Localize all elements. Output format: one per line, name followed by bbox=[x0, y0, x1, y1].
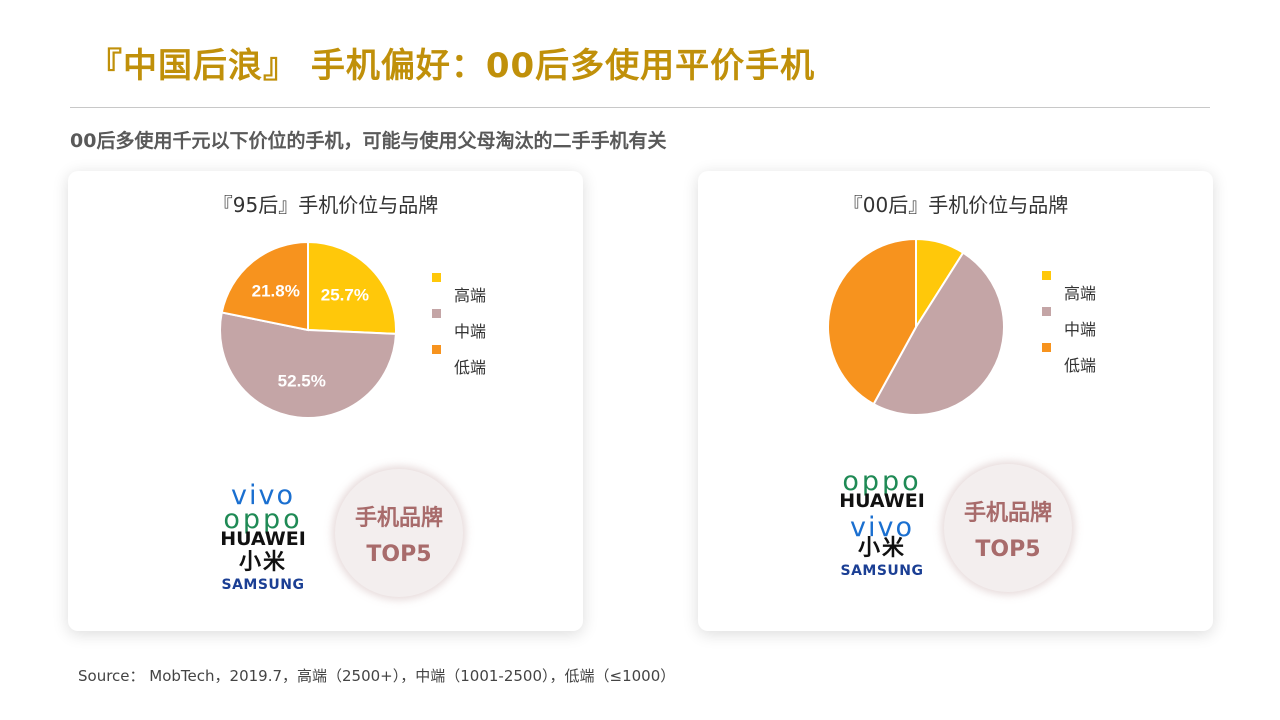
brand-logos-00: oppo HUAWEI vivo 小米 SAMSUNG bbox=[822, 468, 942, 580]
brand-top5-badge: 手机品牌 TOP5 bbox=[944, 464, 1072, 592]
legend-swatch-mid bbox=[432, 309, 441, 318]
legend-item-mid: 中端 bbox=[1042, 303, 1132, 339]
page-title: 『中国后浪』 手机偏好：00后多使用平价手机 bbox=[88, 46, 816, 86]
huawei-logo: HUAWEI bbox=[839, 490, 925, 512]
huawei-logo: HUAWEI bbox=[220, 528, 306, 550]
legend-label-low: 低端 bbox=[454, 358, 487, 377]
legend-item-low: 低端 bbox=[1042, 339, 1132, 375]
pie-95-data-label-mid: 52.5% bbox=[278, 372, 326, 391]
pie-95-slice-mid bbox=[219, 311, 397, 419]
panel-95: 『95后』手机价位与品牌 25.7% 52.5% 21.8% 高端 中端 低端 vi… bbox=[68, 171, 583, 631]
xiaomi-logo: 小米 bbox=[238, 550, 287, 575]
legend-label-high: 高端 bbox=[1064, 284, 1097, 303]
pie-95-data-label-low: 21.8% bbox=[252, 281, 300, 300]
legend-swatch-mid bbox=[1042, 307, 1051, 316]
badge-title: 手机品牌 bbox=[963, 500, 1052, 526]
badge-subtitle: TOP5 bbox=[366, 541, 432, 567]
vivo-logo: vivo bbox=[231, 480, 295, 511]
chart-title-00: 『00后』手机价位与品牌 bbox=[842, 193, 1069, 217]
legend-label-mid: 中端 bbox=[1064, 320, 1097, 339]
legend-label-low: 低端 bbox=[1064, 356, 1097, 375]
legend-swatch-high bbox=[1042, 271, 1051, 280]
legend-swatch-low bbox=[1042, 343, 1051, 352]
pie-95-slice-high bbox=[307, 240, 397, 335]
pie-00-slice-low bbox=[827, 237, 917, 406]
pie-chart-00 bbox=[827, 237, 1005, 416]
vivo-logo: vivo bbox=[850, 512, 914, 543]
xiaomi-logo: 小米 bbox=[857, 536, 906, 561]
pie-95-data-label-high: 25.7% bbox=[321, 286, 369, 305]
title-divider bbox=[70, 107, 1210, 108]
legend-item-mid: 中端 bbox=[432, 305, 522, 341]
legend-00: 高端 中端 低端 bbox=[1042, 267, 1132, 375]
badge-title: 手机品牌 bbox=[354, 505, 443, 531]
page-subtitle: 00后多使用千元以下价位的手机，可能与使用父母淘汰的二手手机有关 bbox=[70, 130, 667, 152]
legend-label-mid: 中端 bbox=[454, 322, 487, 341]
brand-logos-95: vivo oppo HUAWEI 小米 SAMSUNG bbox=[203, 482, 323, 594]
pie-95-slice-low bbox=[220, 240, 309, 332]
legend-swatch-low bbox=[432, 345, 441, 354]
oppo-logo: oppo bbox=[223, 504, 303, 535]
legend-95: 高端 中端 低端 bbox=[432, 269, 522, 377]
samsung-logo: SAMSUNG bbox=[221, 577, 305, 593]
legend-label-high: 高端 bbox=[454, 286, 487, 305]
badge-subtitle: TOP5 bbox=[975, 536, 1041, 562]
legend-item-high: 高端 bbox=[1042, 267, 1132, 303]
source-note: Source： MobTech，2019.7，高端（2500+），中端（1001… bbox=[78, 667, 676, 685]
legend-swatch-high bbox=[432, 273, 441, 282]
brand-top5-badge: 手机品牌 TOP5 bbox=[335, 469, 463, 597]
samsung-logo: SAMSUNG bbox=[840, 563, 924, 579]
legend-item-high: 高端 bbox=[432, 269, 522, 305]
legend-item-low: 低端 bbox=[432, 341, 522, 377]
oppo-logo: oppo bbox=[842, 466, 922, 497]
pie-chart-95: 25.7% 52.5% 21.8% bbox=[219, 240, 397, 419]
pie-00-slice-mid bbox=[872, 251, 1005, 416]
panel-00: 『00后』手机价位与品牌 高端 中端 低端 oppo HUAWEI vivo 小… bbox=[698, 171, 1213, 631]
chart-title-95: 『95后』手机价位与品牌 bbox=[212, 193, 439, 217]
